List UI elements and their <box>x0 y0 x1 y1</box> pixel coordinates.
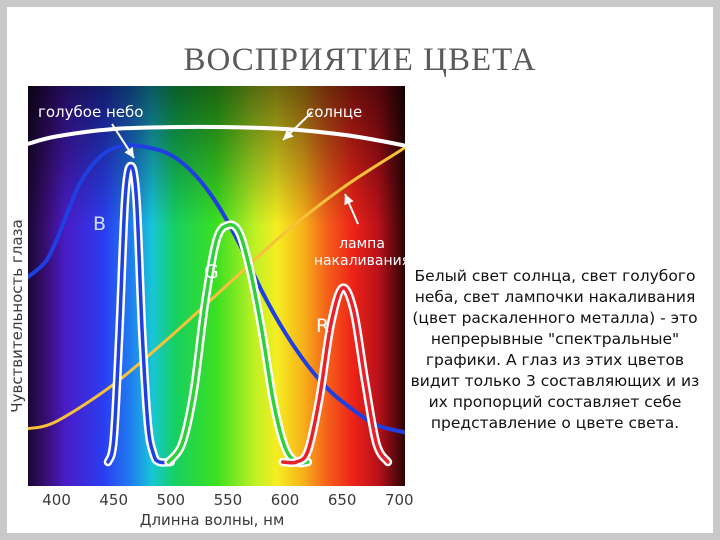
label-cone-g: G <box>204 261 219 283</box>
x-tick-label: 650 <box>328 491 357 509</box>
x-tick-label: 450 <box>99 491 128 509</box>
x-tick-label: 700 <box>385 491 414 509</box>
x-axis-label: Длинна волны, нм <box>140 511 285 529</box>
curve-cone-g <box>166 222 310 465</box>
label-blue-sky: голубое небо <box>38 103 143 121</box>
x-tick-label: 600 <box>271 491 300 509</box>
x-tick-label: 500 <box>156 491 185 509</box>
label-cone-r: R <box>316 315 329 337</box>
curve-cone-b <box>106 164 173 465</box>
slide-title: ВОСПРИЯТИЕ ЦВЕТА <box>183 42 537 78</box>
label-incandescent-lamp: лампа накаливания <box>314 236 410 269</box>
curve-blue-sky <box>28 143 405 435</box>
arrow-blue-sky <box>111 123 135 159</box>
x-tick-label: 550 <box>214 491 243 509</box>
curve-sun <box>28 124 405 148</box>
arrow-sun <box>282 111 313 141</box>
curve-cone-r <box>281 285 390 465</box>
label-cone-b: B <box>93 213 106 235</box>
slide-caption: Белый свет солнца, свет голубого неба, с… <box>410 267 700 432</box>
label-sun: солнце <box>306 103 362 121</box>
arrow-incandescent-lamp <box>344 193 359 225</box>
curve-incandescent-lamp <box>28 145 405 431</box>
y-axis-label: Чувствительность глаза <box>8 219 26 412</box>
x-tick-label: 400 <box>42 491 71 509</box>
